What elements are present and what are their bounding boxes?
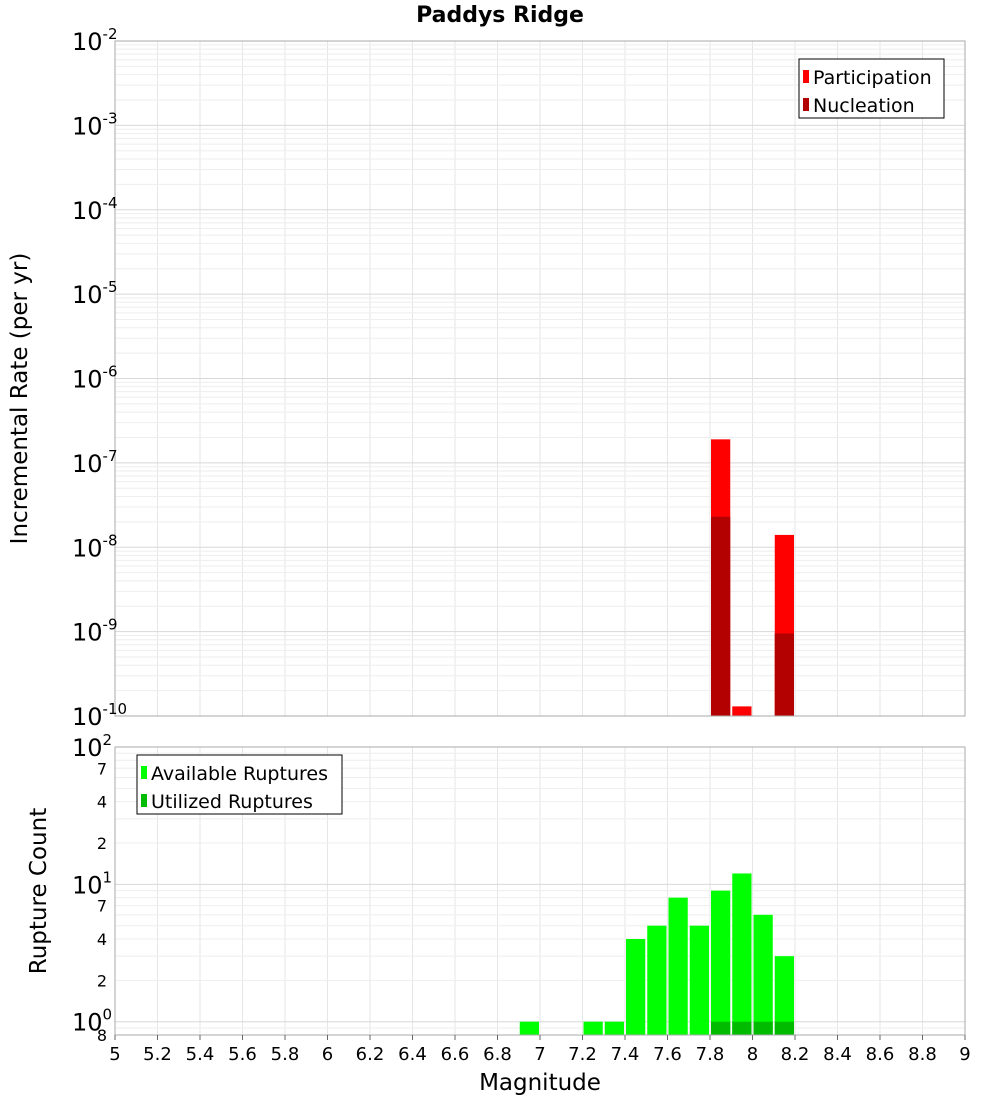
utilized-ruptures-bar	[774, 1021, 794, 1035]
nucleation-bar	[774, 633, 794, 716]
x-tick-label: 5.4	[186, 1044, 215, 1065]
utilized-ruptures-bar	[711, 1021, 731, 1035]
y-tick-label: 10-2	[72, 25, 118, 56]
available-ruptures-bar	[774, 956, 794, 1035]
top-y-ticks: 10-2 10-3 10-4 10-5 10-6 10-7 10-8 10-9 10-10	[72, 25, 127, 731]
available-ruptures-bar	[668, 897, 688, 1035]
x-tick-label: 8.6	[866, 1044, 895, 1065]
x-tick-label: 8.4	[823, 1044, 852, 1065]
y-tick-label: 10-6	[72, 363, 118, 394]
x-tick-label: 5.2	[143, 1044, 172, 1065]
y-minor-tick-label: 2	[97, 971, 107, 990]
y-tick-label: 10-7	[72, 447, 118, 478]
x-tick-label: 5.6	[228, 1044, 257, 1065]
bottom-bars	[519, 873, 794, 1035]
top-panel: 10-2 10-3 10-4 10-5 10-6 10-7 10-8 10-9 10-10 In…	[7, 25, 966, 731]
y-minor-tick-label: 8	[97, 1026, 107, 1045]
available-ruptures-bar	[753, 914, 773, 1035]
chart-title: Paddys Ridge	[416, 3, 584, 28]
x-tick-label: 9	[959, 1044, 970, 1065]
y-minor-tick-label: 4	[97, 930, 107, 949]
y-tick-label: 10-9	[72, 616, 118, 647]
x-tick-label: 7.8	[696, 1044, 725, 1065]
y-tick-label: 101	[72, 868, 112, 899]
bottom-y-axis-label: Rupture Count	[26, 808, 52, 974]
x-tick-label: 8.8	[908, 1044, 937, 1065]
top-y-axis-label: Incremental Rate (per yr)	[7, 253, 33, 545]
x-ticks: 5 5.2 5.4 5.6 5.8 6 6.2 6.4 6.6 6.8 7 7.2 7.4 7.6 7.8 8…	[109, 1035, 971, 1065]
legend-box	[136, 754, 343, 815]
utilized-ruptures-bar	[753, 1021, 773, 1035]
x-tick-label: 6.8	[483, 1044, 512, 1065]
available-ruptures-bar	[604, 1021, 624, 1035]
y-tick-label: 100	[72, 1006, 112, 1037]
x-tick-label: 6	[322, 1044, 333, 1065]
available-ruptures-legend-swatch	[141, 766, 147, 779]
utilized-ruptures-legend-swatch	[141, 794, 147, 807]
y-minor-tick-label: 7	[97, 897, 107, 916]
y-tick-label: 10-10	[72, 700, 127, 731]
x-tick-label: 5	[109, 1044, 120, 1065]
x-tick-label: 6.6	[441, 1044, 470, 1065]
y-tick-label: 10-3	[72, 109, 118, 140]
available-ruptures-bar	[732, 873, 752, 1035]
y-tick-label: 10-5	[72, 278, 118, 309]
top-legend: Participation Nucleation	[798, 58, 945, 119]
x-tick-label: 8	[747, 1044, 758, 1065]
nucleation-bar	[711, 516, 731, 716]
x-axis-label: Magnitude	[479, 1070, 601, 1096]
x-tick-label: 8.2	[781, 1044, 810, 1065]
top-plot-frame	[114, 40, 966, 717]
bottom-y-ticks: 102 101 100 7 4 2 7 4 2 8	[72, 731, 112, 1045]
available-ruptures-legend-label: Available Ruptures	[151, 763, 328, 785]
y-tick-label: 10-8	[72, 531, 118, 562]
x-tick-label: 7.6	[653, 1044, 682, 1065]
top-bars	[711, 439, 794, 716]
available-ruptures-bar	[583, 1021, 603, 1035]
x-tick-label: 7.2	[568, 1044, 597, 1065]
x-tick-label: 7	[534, 1044, 545, 1065]
y-minor-tick-label: 4	[97, 793, 107, 812]
participation-legend-swatch	[803, 70, 809, 83]
available-ruptures-bar	[647, 925, 667, 1035]
available-ruptures-bar	[689, 925, 709, 1035]
participation-legend-label: Participation	[813, 67, 932, 89]
y-minor-tick-label: 2	[97, 834, 107, 853]
y-tick-label: 10-4	[72, 194, 118, 225]
participation-bar	[732, 706, 752, 716]
nucleation-legend-label: Nucleation	[813, 95, 915, 117]
x-tick-label: 5.8	[271, 1044, 300, 1065]
top-grid	[114, 40, 966, 717]
y-tick-label: 102	[72, 731, 112, 762]
x-tick-label: 6.2	[356, 1044, 385, 1065]
x-tick-label: 6.4	[398, 1044, 427, 1065]
utilized-ruptures-bar	[732, 1021, 752, 1035]
y-minor-tick-label: 7	[97, 759, 107, 778]
available-ruptures-bar	[626, 939, 646, 1035]
available-ruptures-bar	[711, 890, 731, 1035]
x-tick-label: 7.4	[611, 1044, 640, 1065]
utilized-ruptures-legend-label: Utilized Ruptures	[151, 791, 313, 813]
nucleation-legend-swatch	[803, 98, 809, 111]
legend-box	[798, 58, 945, 119]
bottom-panel: 102 101 100 7 4 2 7 4 2 8 Rupture Count Available…	[26, 731, 966, 1045]
available-ruptures-bar	[519, 1021, 539, 1035]
bottom-legend: Available Ruptures Utilized Ruptures	[136, 754, 343, 815]
